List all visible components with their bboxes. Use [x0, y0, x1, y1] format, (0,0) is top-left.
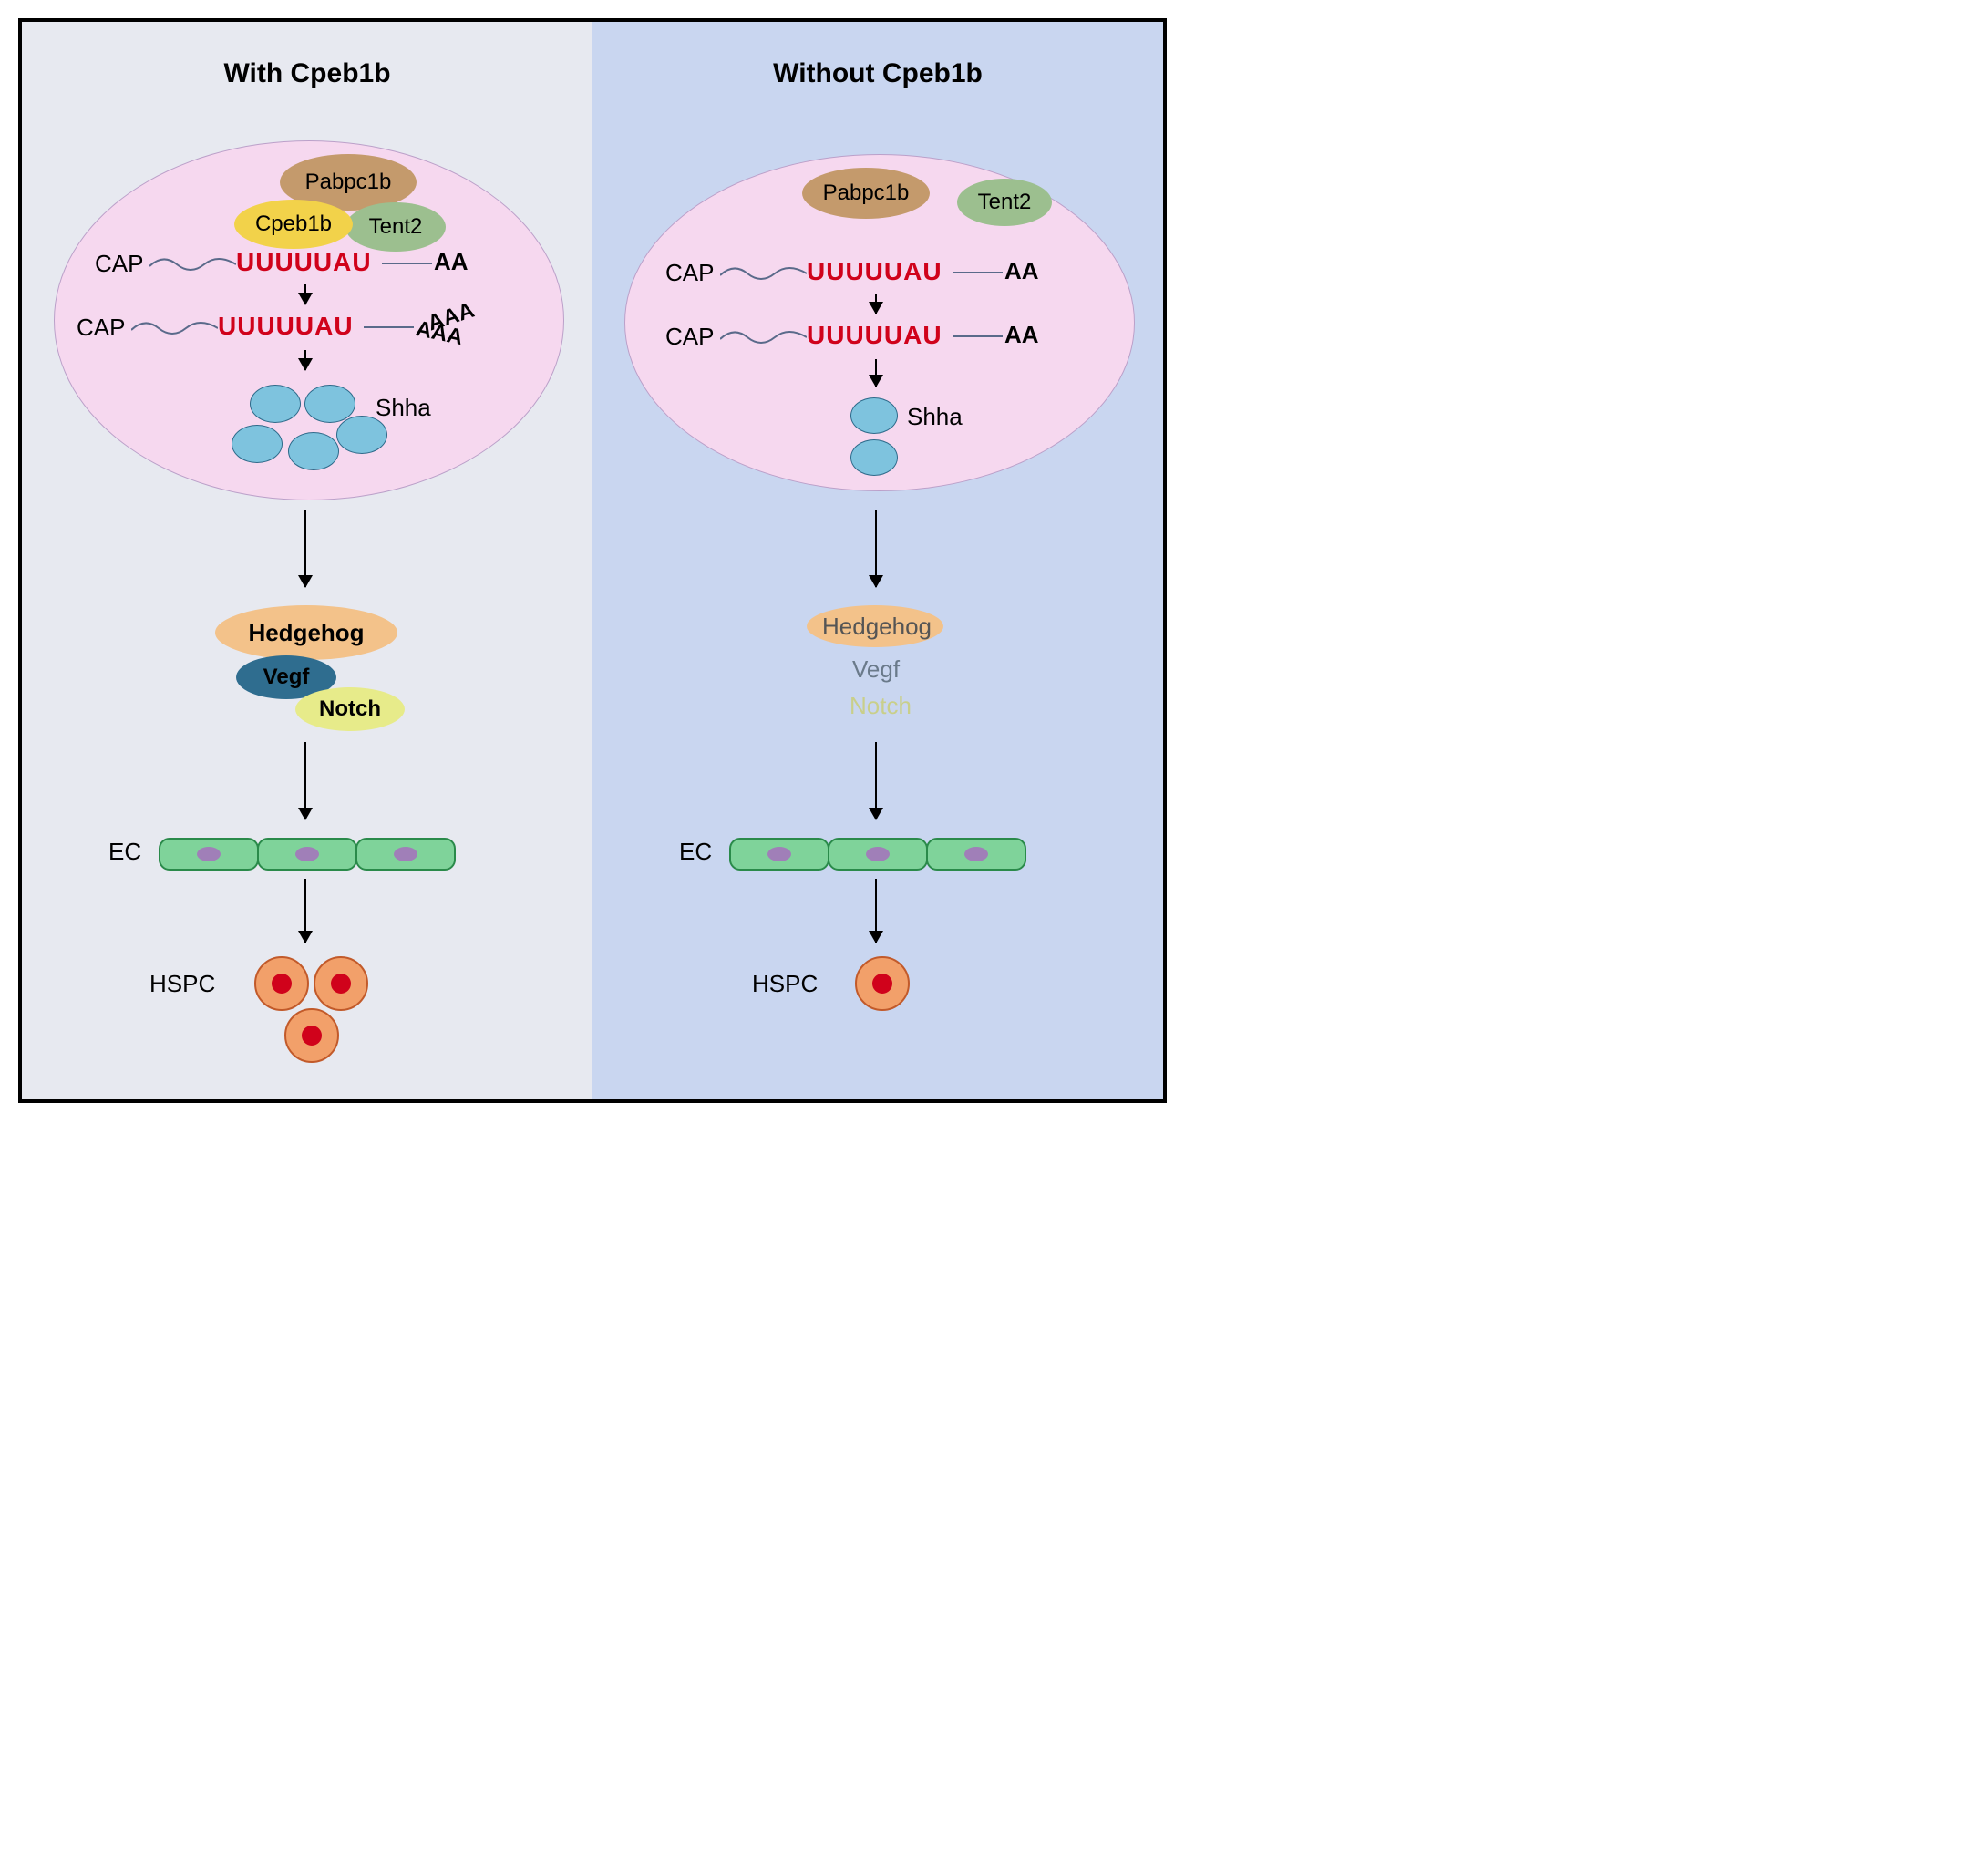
blob-hedgehog-left: Hedgehog [215, 605, 397, 660]
ec-cell [257, 838, 357, 871]
cap-label-left-2: CAP [77, 314, 125, 342]
pabpc1b-label: Pabpc1b [305, 170, 392, 195]
shha-circle [288, 432, 339, 470]
vegf-label: Vegf [263, 665, 310, 690]
shha-circle [250, 385, 301, 423]
arrow-left-5 [304, 879, 306, 943]
hspc-circle [284, 1008, 339, 1063]
shha-circle [850, 397, 898, 434]
arrow-right-1 [875, 294, 877, 314]
cap-label-left-1: CAP [95, 250, 143, 278]
mrna-wavy-right-2 [720, 325, 807, 348]
hspc-label-left: HSPC [149, 970, 215, 998]
arrow-left-4 [304, 742, 306, 819]
tent2-label: Tent2 [369, 214, 423, 240]
mrna-wavy-right-1 [720, 261, 807, 284]
ec-cell [828, 838, 928, 871]
ec-label-left: EC [108, 838, 141, 866]
blob-pabpc1b-right: Pabpc1b [802, 168, 930, 219]
arrow-left-3 [304, 510, 306, 587]
cpe-seq-left-2: UUUUUAU [218, 312, 354, 341]
notch-label: Notch [319, 696, 381, 722]
shha-label-left: Shha [376, 394, 431, 422]
arrow-left-2 [304, 350, 306, 370]
arrow-right-4 [875, 742, 877, 819]
mrna-wavy-left-2 [131, 315, 218, 339]
tent2-label: Tent2 [978, 190, 1032, 215]
panel-without-cpeb1b: Without Cpeb1b Pabpc1b Tent2 CAP UUUUUAU… [592, 22, 1163, 1099]
hspc-label-right: HSPC [752, 970, 818, 998]
polya-right-2: AA [1004, 321, 1039, 349]
panel-title-left: With Cpeb1b [223, 58, 390, 89]
mrna-tail-right-2 [953, 335, 1003, 337]
blob-notch-left: Notch [295, 687, 405, 731]
panel-title-right: Without Cpeb1b [773, 58, 983, 89]
ec-cell [926, 838, 1026, 871]
polya-left-1: AA [434, 248, 469, 276]
mrna-tail-right-1 [953, 272, 1003, 273]
cpe-seq-left-1: UUUUUAU [236, 248, 372, 277]
shha-circle [304, 385, 355, 423]
mrna-tail-left-1 [382, 263, 432, 264]
panel-with-cpeb1b: With Cpeb1b Pabpc1b Tent2 Cpeb1b CAP UUU… [22, 22, 592, 1099]
figure-container: With Cpeb1b Pabpc1b Tent2 Cpeb1b CAP UUU… [18, 18, 1167, 1103]
shha-label-right: Shha [907, 403, 963, 431]
hedgehog-label-right: Hedgehog [822, 613, 932, 641]
arrow-right-3 [875, 510, 877, 587]
cap-label-right-2: CAP [665, 323, 714, 351]
cpe-seq-right-2: UUUUUAU [807, 321, 942, 350]
shha-circle [850, 439, 898, 476]
ec-cell [355, 838, 456, 871]
pabpc1b-label: Pabpc1b [823, 180, 910, 206]
hspc-circle [254, 956, 309, 1011]
cpeb1b-label: Cpeb1b [255, 211, 332, 237]
mrna-wavy-left-1 [149, 252, 236, 275]
arrow-right-5 [875, 879, 877, 943]
blob-tent2-right: Tent2 [957, 179, 1052, 226]
blob-cpeb1b-left: Cpeb1b [234, 200, 353, 249]
arrow-left-1 [304, 284, 306, 304]
arrow-right-2 [875, 359, 877, 387]
notch-label-right: Notch [850, 692, 912, 720]
ec-cell [159, 838, 259, 871]
polya-right-1: AA [1004, 257, 1039, 285]
ec-label-right: EC [679, 838, 712, 866]
cpe-seq-right-1: UUUUUAU [807, 257, 942, 286]
hspc-circle [314, 956, 368, 1011]
blob-tent2-left: Tent2 [345, 202, 446, 252]
hspc-circle [855, 956, 910, 1011]
cap-label-right-1: CAP [665, 259, 714, 287]
vegf-label-right: Vegf [852, 655, 900, 684]
mrna-tail-left-2 [364, 326, 414, 328]
hedgehog-label: Hedgehog [248, 619, 364, 647]
shha-circle [232, 425, 283, 463]
ec-cell [729, 838, 829, 871]
